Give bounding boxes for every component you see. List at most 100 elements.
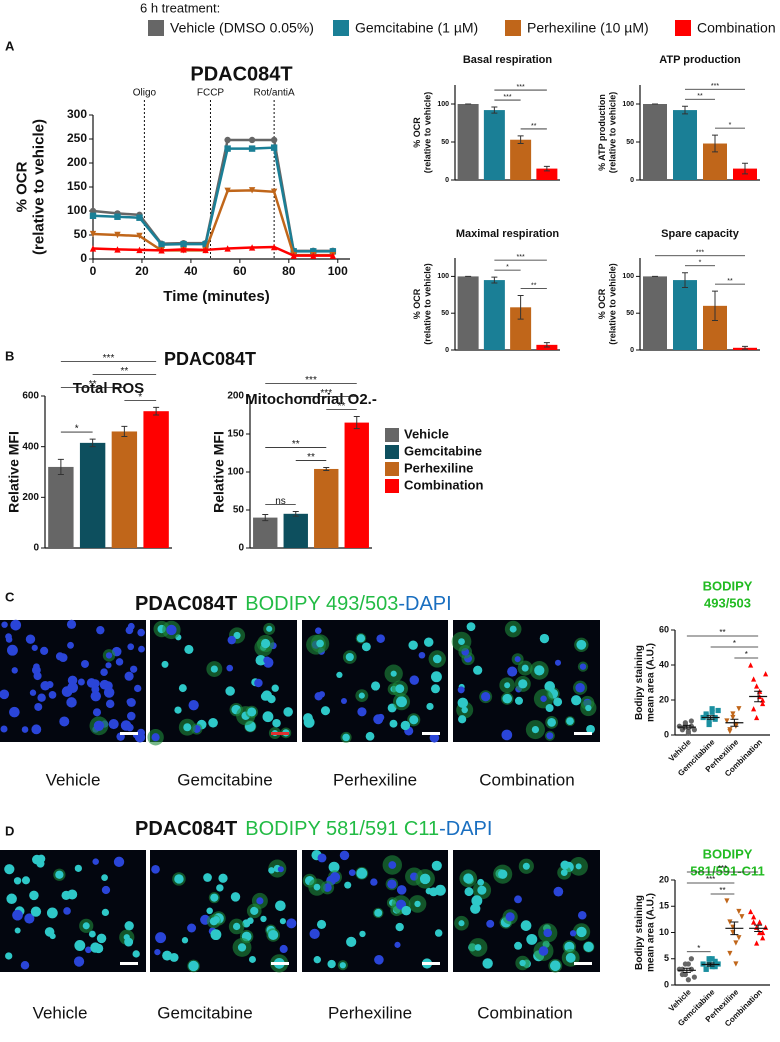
nucleus bbox=[256, 897, 264, 905]
nucleus bbox=[309, 928, 320, 940]
nucleus bbox=[268, 929, 279, 941]
nucleus bbox=[359, 930, 366, 938]
nucleus bbox=[395, 922, 404, 932]
chart-title: Maximal respiration bbox=[456, 228, 560, 240]
error-bar bbox=[491, 276, 498, 284]
image-label: Perhexiline bbox=[333, 770, 417, 789]
nucleus bbox=[565, 952, 576, 963]
nucleus bbox=[560, 860, 570, 870]
nucleus bbox=[356, 634, 366, 643]
data-point bbox=[224, 136, 231, 144]
nucleus bbox=[520, 920, 532, 931]
legend-swatch bbox=[385, 479, 399, 493]
y-tick-label: 60 bbox=[659, 624, 669, 634]
nucleus bbox=[374, 908, 383, 917]
nucleus bbox=[248, 955, 256, 963]
significance-label: ** bbox=[719, 628, 725, 637]
error-bar bbox=[712, 290, 718, 322]
nucleus bbox=[519, 959, 526, 967]
nucleus bbox=[313, 956, 321, 964]
nucleus bbox=[210, 665, 218, 673]
data-point bbox=[136, 246, 143, 254]
data-point bbox=[682, 971, 688, 978]
legend-label: Perhexiline bbox=[404, 460, 473, 475]
nucleus bbox=[30, 906, 42, 917]
nucleus bbox=[320, 706, 331, 716]
bar bbox=[483, 280, 505, 350]
data-point bbox=[730, 711, 736, 717]
data-point bbox=[329, 248, 337, 255]
nucleus bbox=[571, 695, 582, 706]
y-tick-label: 0 bbox=[664, 729, 669, 739]
nucleus bbox=[178, 684, 187, 693]
significance-label: ** bbox=[338, 401, 346, 412]
nucleus bbox=[371, 681, 381, 691]
x-tick-label: 40 bbox=[184, 264, 198, 278]
nucleus bbox=[21, 726, 29, 733]
significance-label: * bbox=[699, 260, 702, 267]
error-bar bbox=[517, 295, 524, 320]
y-tick-label: 0 bbox=[33, 543, 39, 554]
data-point bbox=[754, 714, 760, 721]
significance-label: ** bbox=[307, 452, 315, 463]
data-point bbox=[180, 240, 187, 248]
image-label: Vehicle bbox=[46, 770, 101, 789]
bar bbox=[483, 110, 505, 180]
nucleus bbox=[88, 930, 96, 938]
significance-label: * bbox=[729, 122, 732, 129]
nucleus bbox=[77, 678, 85, 686]
counterstain: -DAPI bbox=[439, 818, 492, 840]
y-tick-label: 50 bbox=[626, 310, 634, 317]
nucleus bbox=[518, 679, 528, 689]
panel-label: A bbox=[5, 38, 15, 53]
nucleus bbox=[434, 929, 443, 937]
nucleus bbox=[586, 724, 595, 734]
nucleus bbox=[336, 671, 343, 679]
y-axis-label: mean area (A.U.) bbox=[645, 893, 656, 972]
bar bbox=[48, 466, 74, 548]
nucleus bbox=[132, 950, 140, 958]
nucleus bbox=[127, 711, 136, 721]
chart-title: Mitochondrial O2.- bbox=[245, 391, 377, 408]
y-axis-label: Relative MFI bbox=[6, 431, 22, 513]
nucleus bbox=[461, 706, 468, 714]
image-label: Perhexiline bbox=[328, 1003, 412, 1022]
nucleus bbox=[226, 664, 234, 672]
nucleus bbox=[33, 671, 42, 681]
nucleus bbox=[389, 719, 398, 728]
nucleus bbox=[260, 915, 267, 923]
nucleus bbox=[538, 946, 549, 956]
panel-title: PDAC084T bbox=[164, 349, 256, 369]
nucleus bbox=[49, 933, 56, 940]
nucleus bbox=[101, 874, 108, 881]
nucleus bbox=[181, 937, 189, 944]
nucleus bbox=[12, 909, 23, 921]
data-point bbox=[685, 961, 691, 967]
data-point bbox=[712, 964, 718, 970]
nucleus bbox=[583, 941, 594, 952]
error-bar bbox=[682, 724, 691, 730]
y-axis-label: % OCR bbox=[13, 161, 30, 212]
nucleus bbox=[225, 686, 235, 696]
nucleus bbox=[73, 956, 85, 967]
error-bar bbox=[491, 106, 498, 114]
nucleus bbox=[263, 656, 271, 664]
bar bbox=[111, 431, 138, 548]
nucleus bbox=[531, 725, 540, 734]
nucleus bbox=[0, 725, 8, 733]
data-point bbox=[329, 252, 337, 259]
data-point bbox=[727, 728, 733, 735]
error-bar bbox=[262, 514, 269, 522]
significance-label: * bbox=[733, 639, 736, 648]
scale-bar bbox=[120, 962, 138, 965]
nucleus bbox=[376, 634, 385, 643]
nucleus bbox=[463, 873, 474, 884]
nucleus bbox=[466, 622, 476, 632]
nucleus bbox=[101, 908, 110, 917]
nucleus bbox=[174, 706, 182, 714]
nucleus bbox=[327, 959, 336, 969]
nucleus bbox=[127, 643, 135, 651]
nucleus bbox=[390, 670, 397, 677]
significance-label: *** bbox=[517, 84, 525, 91]
bar bbox=[314, 468, 339, 548]
